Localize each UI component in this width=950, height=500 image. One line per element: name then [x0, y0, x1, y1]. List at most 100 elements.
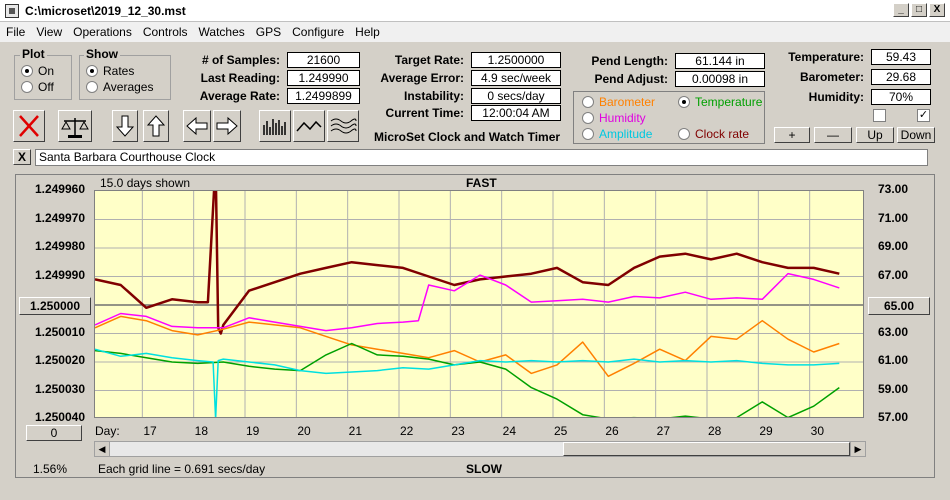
watch-name-field[interactable]: Santa Barbara Courthouse Clock [35, 149, 928, 166]
scroll-thumb[interactable] [563, 442, 850, 456]
title-bar: C:\microset\2019_12_30.mst _ □ X [0, 0, 950, 22]
menu-view[interactable]: View [36, 25, 63, 39]
amplitude-radio[interactable] [582, 128, 594, 140]
plot-group-title: Plot [20, 47, 47, 61]
menu-file[interactable]: File [6, 25, 26, 39]
barometer-series-line [95, 315, 840, 378]
menu-bar: File View Operations Controls Watches GPS Conf… [0, 22, 950, 42]
x-tick-label: 20 [297, 424, 311, 438]
x-tick-label: 23 [451, 424, 465, 438]
menu-operations[interactable]: Operations [73, 25, 132, 39]
average-rate-field: 1.2499899 [287, 88, 360, 104]
menu-controls[interactable]: Controls [142, 25, 188, 39]
slow-label: SLOW [466, 462, 502, 476]
arrow-right-button[interactable] [213, 110, 241, 142]
chart-svg [95, 191, 863, 417]
line-graph-button[interactable] [293, 110, 325, 142]
env-checkbox-right[interactable]: ✓ [917, 109, 930, 122]
x-tick-label: 24 [502, 424, 517, 438]
instability-field: 0 secs/day [471, 88, 561, 104]
x-tick-label: 18 [194, 424, 209, 438]
days-shown-label: 15.0 days shown [100, 176, 191, 190]
plot-on-label: On [38, 64, 55, 78]
arrow-down-button[interactable] [112, 110, 138, 142]
average-rate-label: Average Rate: [199, 89, 280, 103]
show-rates-label: Rates [103, 64, 135, 78]
x-tick-label: 28 [708, 424, 722, 438]
arrow-left-button[interactable] [183, 110, 211, 142]
pend-length-field[interactable]: 61.144 in [675, 53, 765, 69]
humidity-channel-label: Humidity [599, 111, 646, 125]
center-rate-button[interactable]: 1.250000 [19, 297, 91, 315]
show-group [79, 55, 171, 100]
clock-rate-radio[interactable] [678, 128, 690, 140]
plus-button[interactable]: + [774, 127, 810, 143]
menu-gps[interactable]: GPS [255, 25, 282, 39]
stop-button[interactable] [13, 110, 45, 142]
line-graph-icon [296, 120, 322, 132]
offset-button[interactable]: 0 [26, 425, 82, 441]
center-temp-button[interactable]: 65.00 [868, 297, 930, 315]
target-rate-field[interactable]: 1.2500000 [471, 52, 561, 68]
clear-watch-button[interactable]: X [13, 149, 31, 165]
x-tick-label: 21 [348, 424, 363, 438]
show-group-title: Show [84, 47, 120, 61]
barometer-field: 29.68 [871, 69, 931, 85]
left-tick-label: 1.250040 [34, 410, 85, 424]
barometer-label: Barometer: [799, 70, 864, 84]
left-tick-label: 1.249990 [34, 267, 85, 282]
arrow-right-icon [216, 116, 238, 136]
barometer-radio[interactable] [582, 96, 594, 108]
minimize-button[interactable]: _ [893, 3, 909, 17]
bar-graph-icon [263, 119, 286, 135]
samples-label: # of Samples: [201, 53, 280, 67]
channel-select-group [573, 91, 765, 144]
up-button[interactable]: Up [856, 127, 894, 143]
show-averages-radio[interactable] [86, 81, 98, 93]
x-tick-label: 26 [605, 424, 619, 438]
bar-graph-button[interactable] [259, 110, 291, 142]
horizontal-scrollbar[interactable]: ◀ ▶ [94, 441, 866, 457]
average-error-field: 4.9 sec/week [471, 70, 561, 86]
last-reading-label: Last Reading: [200, 71, 280, 85]
arrow-up-button[interactable] [143, 110, 169, 142]
target-rate-label: Target Rate: [394, 53, 464, 67]
humidity-field: 70% [871, 89, 931, 105]
right-tick-label: 57.00 [877, 410, 908, 424]
plot-off-label: Off [38, 80, 54, 94]
temperature-field: 59.43 [871, 49, 931, 65]
chart-plot-area[interactable] [94, 190, 864, 418]
plot-on-radio[interactable] [21, 65, 33, 77]
clock-rate-channel-label: Clock rate [695, 127, 750, 141]
menu-help[interactable]: Help [355, 25, 380, 39]
amplitude-series-line [95, 348, 840, 417]
left-tick-label: 1.249970 [34, 210, 85, 225]
balance-button[interactable] [58, 110, 92, 142]
menu-configure[interactable]: Configure [292, 25, 345, 39]
left-tick-label: 1.250010 [34, 324, 85, 339]
arrow-down-icon [115, 115, 135, 137]
right-tick-label: 63.00 [877, 324, 908, 339]
minus-button[interactable]: — [814, 127, 852, 143]
scroll-right-icon[interactable]: ▶ [850, 442, 865, 456]
samples-field: 21600 [287, 52, 360, 68]
temperature-series-line [95, 342, 840, 417]
humidity-radio[interactable] [582, 112, 594, 124]
balance-scale-icon [61, 118, 89, 138]
wave-graph-button[interactable] [327, 110, 359, 142]
scroll-left-icon[interactable]: ◀ [95, 442, 110, 456]
pend-adjust-field: 0.00098 in [675, 71, 765, 87]
maximize-button[interactable]: □ [911, 3, 927, 17]
percent-label: 1.56% [33, 462, 68, 476]
x-tick-label: 25 [554, 424, 568, 438]
menu-watches[interactable]: Watches [198, 25, 245, 39]
plot-off-radio[interactable] [21, 81, 33, 93]
grid-note-label: Each grid line = 0.691 secs/day [98, 462, 266, 476]
env-checkbox-left[interactable] [873, 109, 886, 122]
temperature-radio[interactable] [678, 96, 690, 108]
show-rates-radio[interactable] [86, 65, 98, 77]
x-tick-label: 27 [656, 424, 671, 438]
left-tick-label: 1.250020 [34, 353, 85, 367]
close-window-button[interactable]: X [929, 3, 945, 17]
down-button[interactable]: Down [897, 127, 935, 143]
